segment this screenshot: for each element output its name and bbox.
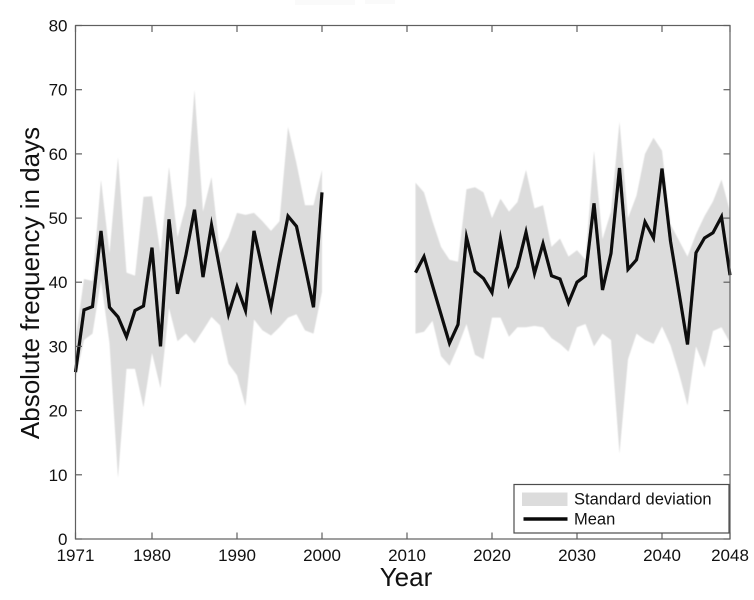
- svg-text:1990: 1990: [218, 546, 256, 565]
- svg-text:40: 40: [49, 273, 68, 292]
- svg-text:2010: 2010: [388, 546, 426, 565]
- svg-text:1980: 1980: [133, 546, 171, 565]
- svg-text:2030: 2030: [558, 546, 596, 565]
- svg-text:60: 60: [49, 145, 68, 164]
- svg-text:70: 70: [49, 81, 68, 100]
- svg-text:50: 50: [49, 209, 68, 228]
- svg-text:2040: 2040: [643, 546, 681, 565]
- svg-text:Absolute frequency in days: Absolute frequency in days: [15, 127, 45, 439]
- svg-text:Year: Year: [380, 562, 433, 592]
- svg-text:1971: 1971: [57, 546, 95, 565]
- svg-text:2000: 2000: [303, 546, 341, 565]
- svg-text:Mean: Mean: [574, 511, 615, 529]
- svg-text:2020: 2020: [473, 546, 511, 565]
- svg-text:Standard deviation: Standard deviation: [574, 491, 712, 509]
- svg-text:10: 10: [49, 466, 68, 485]
- svg-text:30: 30: [49, 337, 68, 356]
- svg-text:0: 0: [58, 530, 67, 549]
- svg-text:80: 80: [49, 17, 68, 36]
- svg-text:2048: 2048: [711, 546, 749, 565]
- svg-text:20: 20: [49, 402, 68, 421]
